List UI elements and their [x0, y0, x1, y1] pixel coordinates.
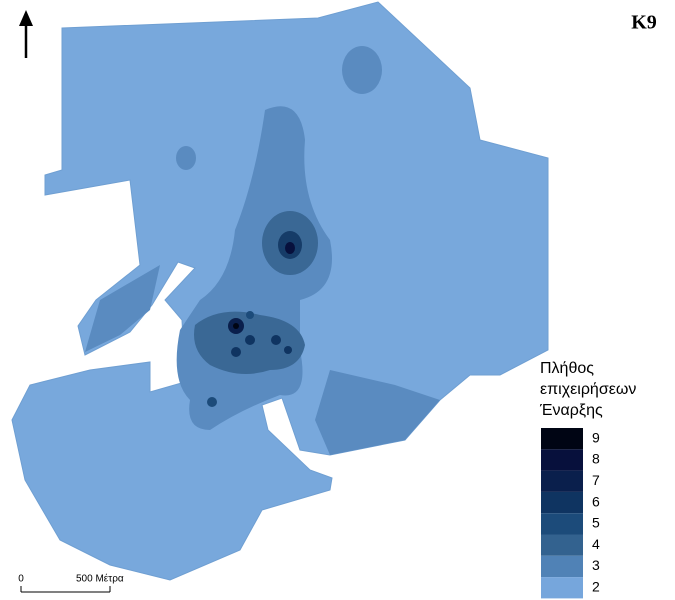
zone-level-5 [207, 397, 217, 407]
legend-label: 4 [592, 536, 600, 552]
legend-title: Έναρξης [539, 402, 603, 419]
map [11, 1, 549, 581]
legend-label: 6 [592, 493, 600, 509]
map-label: K9 [631, 12, 657, 34]
legend-swatch [541, 470, 583, 492]
legend-swatch [541, 513, 583, 535]
zone-level-5 [246, 311, 254, 319]
legend-label: 9 [592, 429, 600, 445]
legend-title: Πλήθος [540, 360, 594, 377]
zone-level-6 [271, 335, 281, 345]
zone-level-6 [231, 347, 241, 357]
legend-title: επιχειρήσεων [540, 381, 636, 398]
legend: Πλήθος επιχειρήσεων Έναρξης 9 8 7 6 5 4 3 2 [539, 360, 636, 599]
legend-swatch [541, 577, 583, 599]
legend-label: 2 [592, 578, 600, 594]
legend-label: 3 [592, 557, 600, 573]
legend-swatch [541, 491, 583, 514]
north-arrow-head [19, 10, 33, 26]
legend-swatch [541, 555, 583, 578]
zone-level-6 [245, 335, 255, 345]
zone-level-3 [315, 370, 440, 455]
legend-swatch [541, 534, 583, 556]
zone-level-3 [342, 46, 382, 94]
zone-level-8 [285, 242, 295, 254]
north-arrow [19, 10, 33, 58]
scale-bar: 0 500 Μέτρα [18, 573, 124, 593]
legend-swatch [541, 449, 583, 471]
zone-level-6 [284, 346, 292, 354]
legend-swatch [541, 428, 583, 450]
zone-level-9 [233, 323, 239, 329]
scale-end: 500 Μέτρα [76, 573, 124, 585]
legend-label: 8 [592, 451, 600, 467]
legend-label: 7 [592, 472, 600, 488]
zone-level-3 [176, 146, 196, 170]
zone-level-3 [85, 265, 160, 352]
scale-start: 0 [18, 574, 24, 585]
legend-label: 5 [592, 515, 600, 531]
